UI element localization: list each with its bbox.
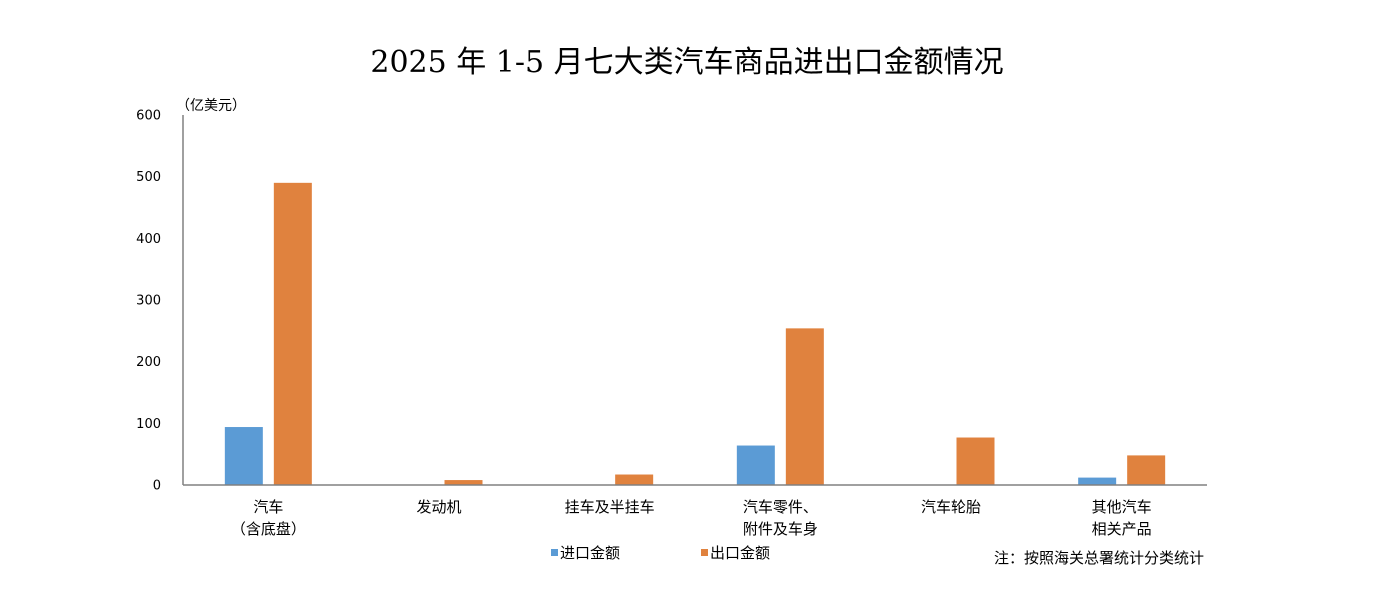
x-category-label: 相关产品 [1092, 520, 1152, 538]
y-tick-label: 600 [136, 109, 161, 124]
x-category-label: 发动机 [416, 498, 461, 516]
y-tick-label: 400 [136, 232, 161, 247]
bar-export-4 [956, 437, 995, 485]
y-axis-unit-label: （亿美元） [176, 98, 246, 114]
x-category-label: 挂车及半挂车 [565, 498, 655, 516]
legend-label-1: 出口金额 [710, 544, 770, 562]
chart-title: 2025 年 1-5 月七大类汽车商品进出口金额情况 [370, 45, 1003, 80]
legend-swatch-0 [551, 549, 558, 556]
x-category-label: 其他汽车 [1092, 498, 1152, 516]
x-category-label: 汽车零件、 [743, 498, 818, 516]
bar-import-3 [736, 445, 775, 485]
x-category-label: （含底盘） [231, 520, 306, 538]
bar-export-0 [273, 182, 312, 486]
bars-group [224, 182, 1166, 486]
bar-import-0 [224, 427, 263, 485]
legend-swatch-1 [701, 549, 708, 556]
legend: 进口金额 出口金额 [551, 544, 770, 562]
y-axis: 0 100 200 300 400 500 600 [136, 109, 161, 494]
y-tick-label: 200 [136, 355, 161, 370]
y-tick-label: 0 [153, 479, 161, 494]
bar-export-2 [615, 474, 654, 485]
y-tick-label: 300 [136, 294, 161, 309]
bar-export-3 [785, 328, 824, 485]
bar-import-5 [1078, 477, 1117, 485]
bar-export-1 [444, 480, 483, 485]
footnote: 注：按照海关总署统计分类统计 [994, 549, 1204, 567]
x-category-label: 附件及车身 [743, 520, 818, 538]
y-tick-label: 500 [136, 170, 161, 185]
bar-export-5 [1127, 455, 1166, 485]
x-category-label: 汽车轮胎 [921, 498, 981, 516]
y-tick-label: 100 [136, 417, 161, 432]
x-category-label: 汽车 [253, 498, 283, 516]
legend-label-0: 进口金额 [560, 544, 620, 562]
